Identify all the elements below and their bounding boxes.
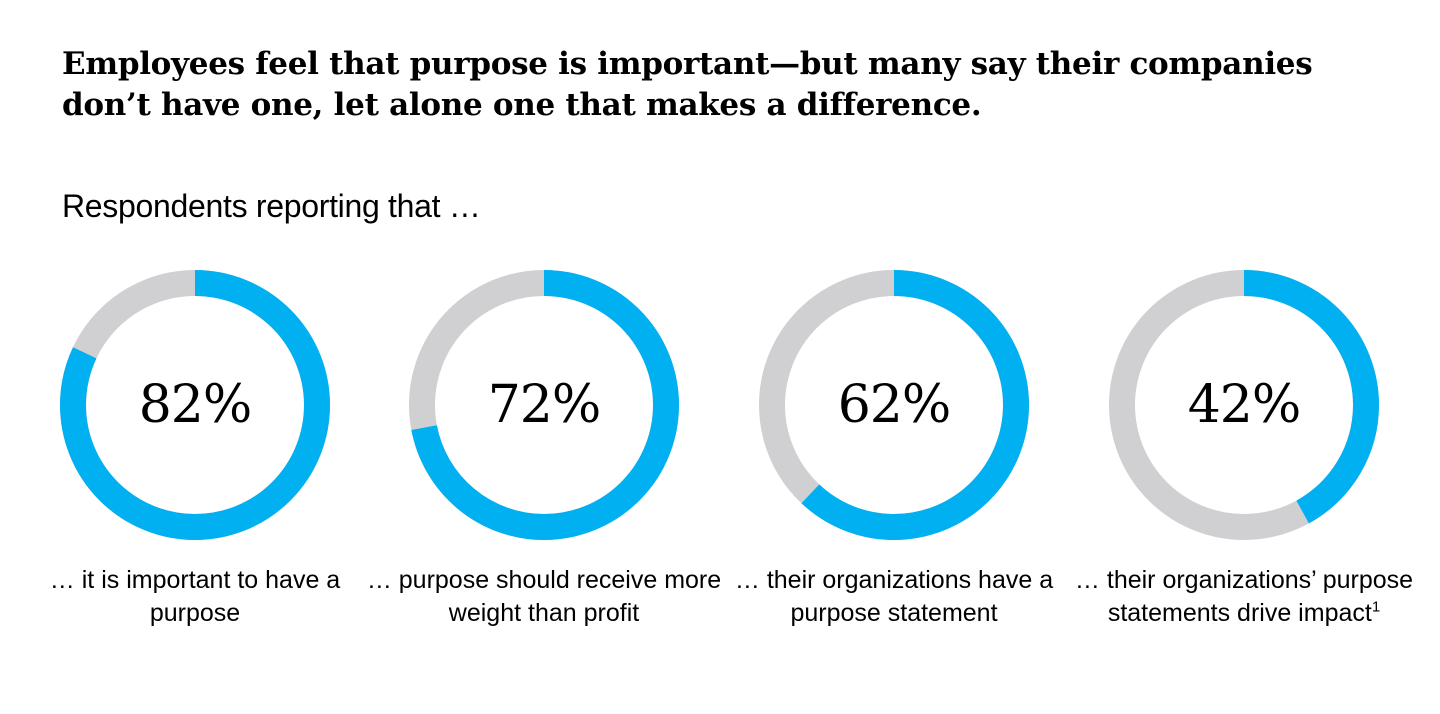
donut-value-arc-1 bbox=[60, 270, 330, 540]
donut-caption-text-1: … it is important to have a purpose bbox=[49, 566, 341, 627]
donut-caption-text-2: … purpose should receive more weight tha… bbox=[366, 566, 722, 627]
donut-caption-1: … it is important to have a purpose bbox=[15, 564, 375, 630]
donut-percent-label-3: 62% bbox=[838, 375, 951, 435]
donut-caption-3: … their organizations have a purpose sta… bbox=[714, 564, 1074, 630]
donut-ring-4: 42% bbox=[1109, 270, 1379, 540]
donut-ring-2: 72% bbox=[409, 270, 679, 540]
donut-value-arc-2 bbox=[409, 270, 679, 540]
donut-caption-2: … purpose should receive more weight tha… bbox=[364, 564, 724, 630]
chart-title: Employees feel that purpose is important… bbox=[62, 46, 1313, 123]
donut-caption-text-3: … their organizations have a purpose sta… bbox=[734, 566, 1054, 627]
donut-value-arc-3 bbox=[759, 270, 1029, 540]
donut-value-arc-4 bbox=[1109, 270, 1379, 540]
donut-ring-3: 62% bbox=[759, 270, 1029, 540]
donut-chart-2: 72% … purpose should receive more weight… bbox=[364, 268, 724, 630]
donut-footnote-4: 1 bbox=[1371, 598, 1381, 616]
donut-percent-label-1: 82% bbox=[139, 375, 252, 435]
chart-subtitle: Respondents reporting that … bbox=[62, 188, 481, 224]
donut-ring-1: 82% bbox=[60, 270, 330, 540]
donut-caption-4: … their organizations’ purpose statement… bbox=[1064, 564, 1424, 630]
donut-caption-text-4: … their organizations’ purpose statement… bbox=[1074, 566, 1414, 627]
donut-chart-3: 62% … their organizations have a purpose… bbox=[714, 268, 1074, 630]
donut-chart-1: 82% … it is important to have a purpose bbox=[15, 268, 375, 630]
donut-percent-label-2: 72% bbox=[488, 375, 601, 435]
donut-percent-label-4: 42% bbox=[1188, 375, 1301, 435]
donut-chart-4: 42% … their organizations’ purpose state… bbox=[1064, 268, 1424, 630]
